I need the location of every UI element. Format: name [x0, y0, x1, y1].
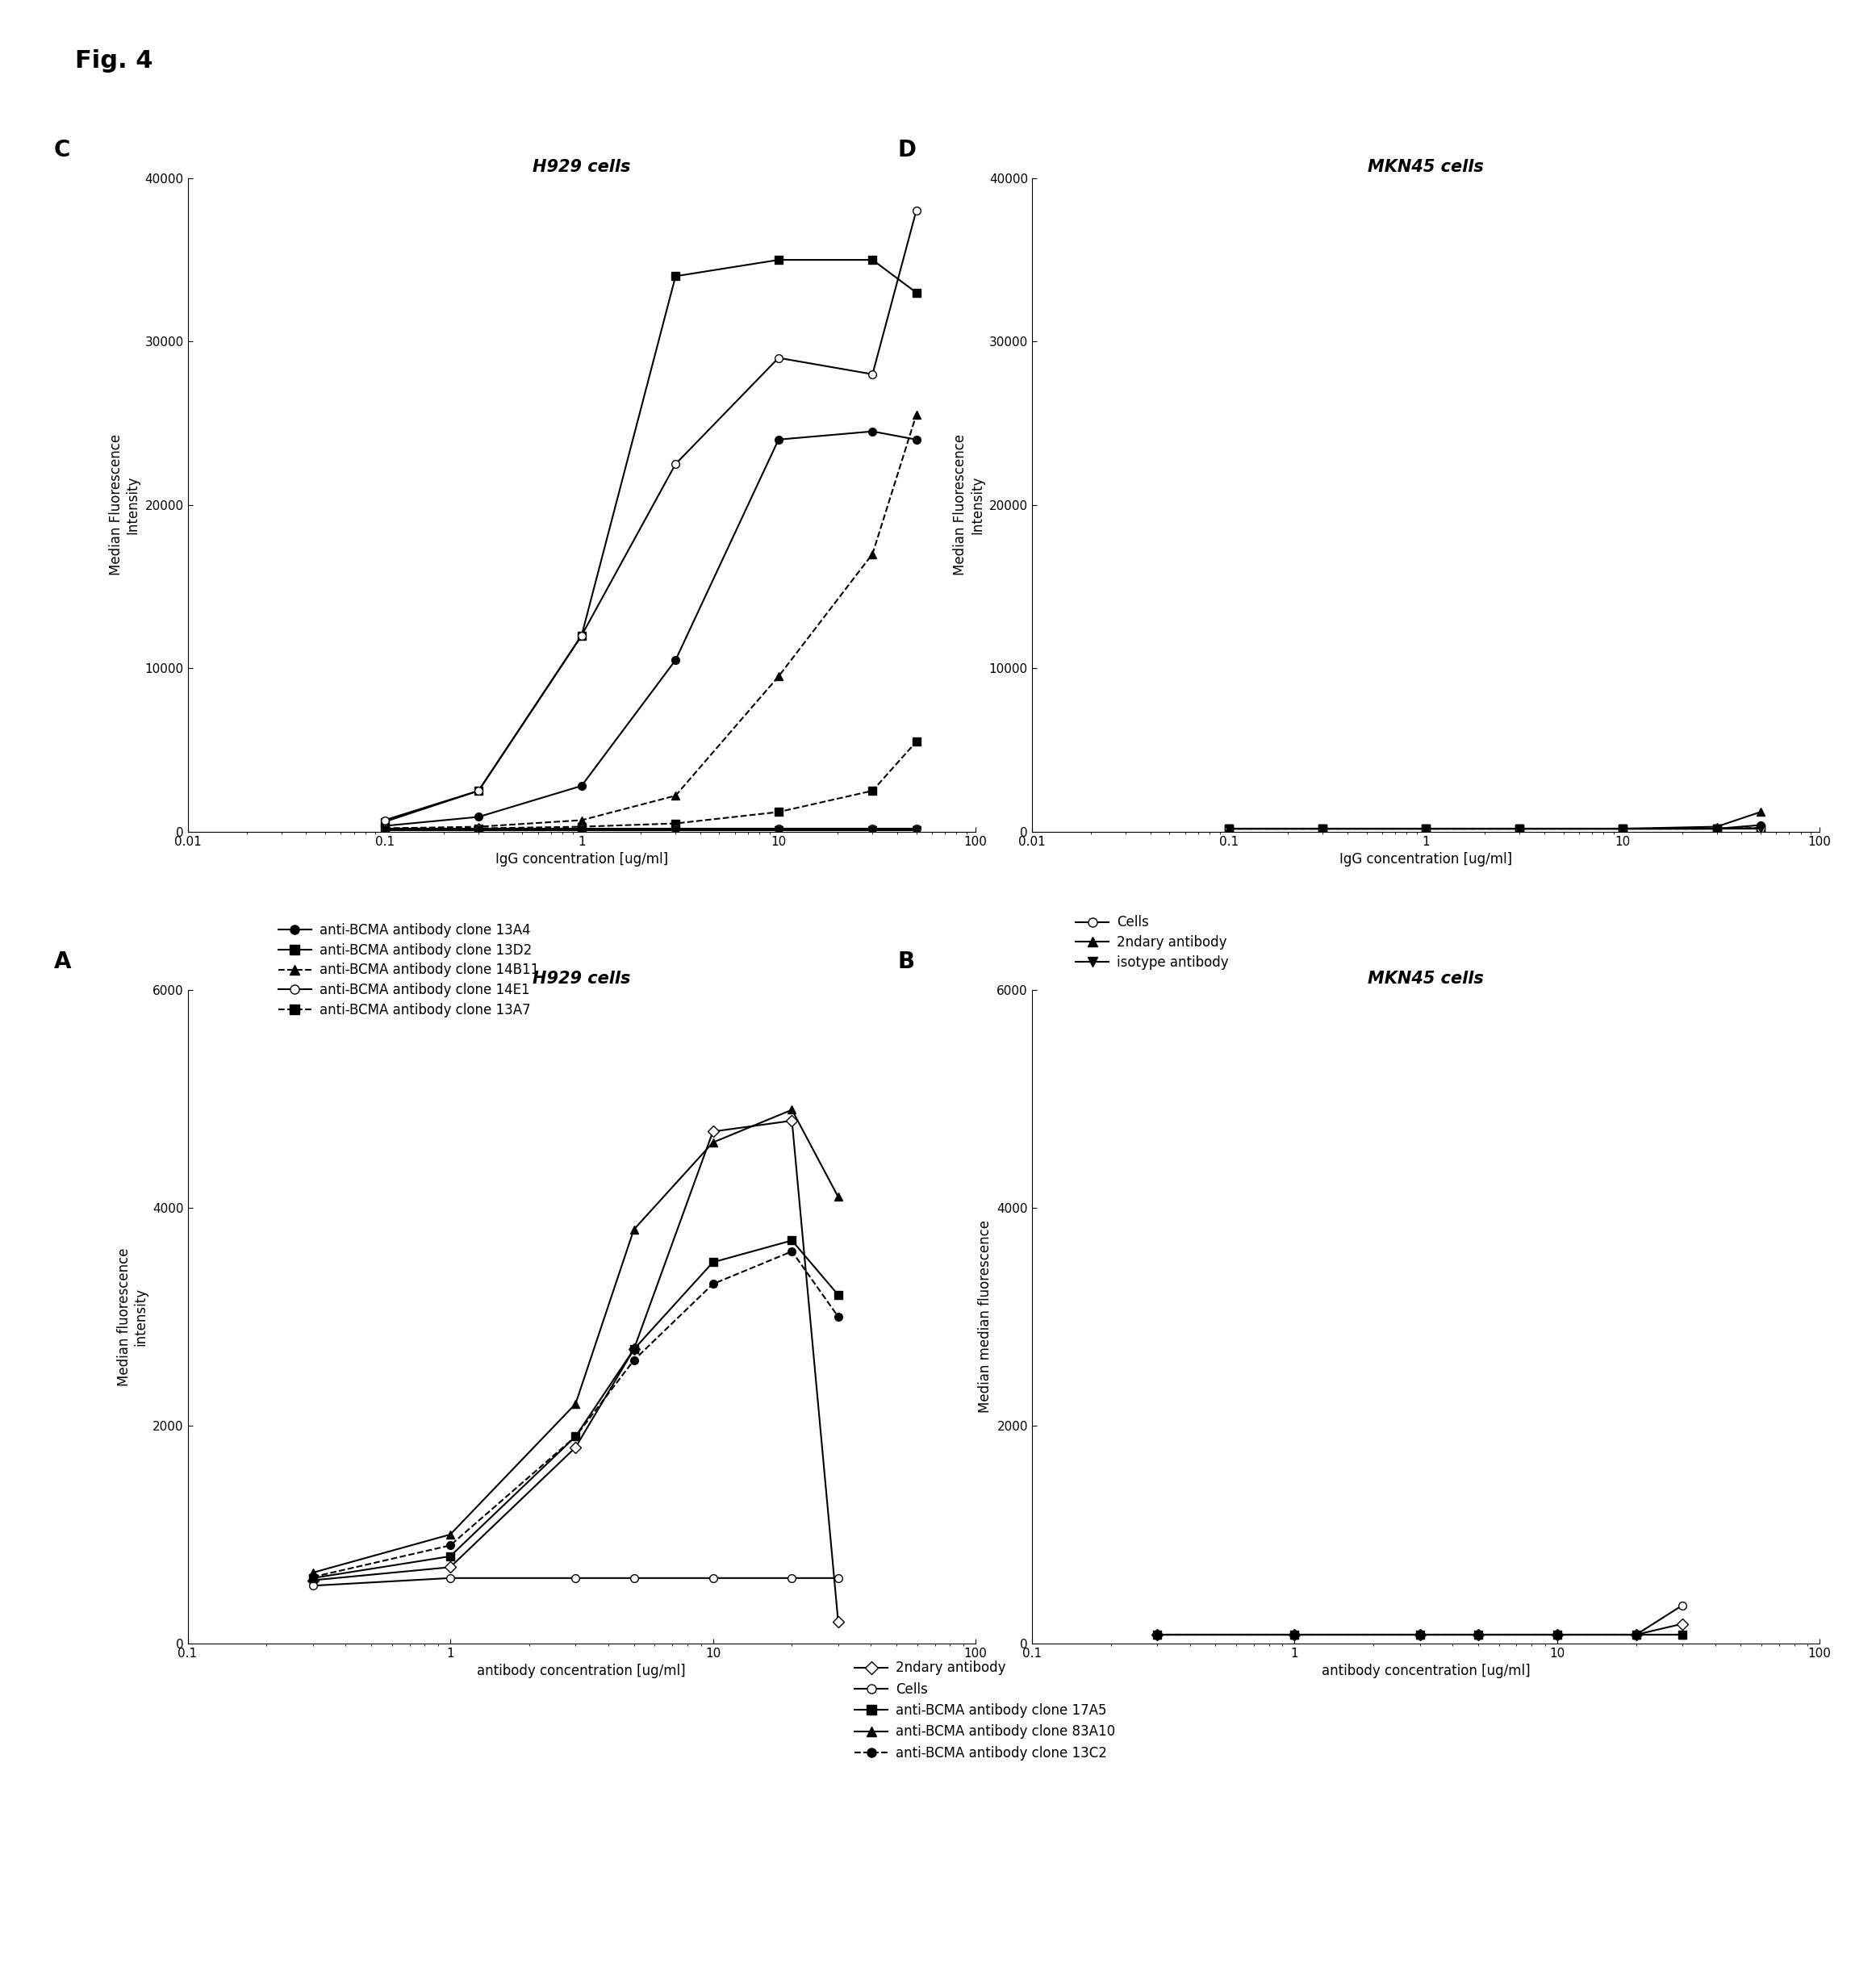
Y-axis label: Median Fluorescence
Intensity: Median Fluorescence Intensity: [953, 434, 985, 576]
X-axis label: IgG concentration [ug/ml]: IgG concentration [ug/ml]: [495, 851, 668, 867]
Text: A: A: [54, 950, 71, 974]
Text: Fig. 4: Fig. 4: [75, 50, 154, 73]
X-axis label: antibody concentration [ug/ml]: antibody concentration [ug/ml]: [1321, 1663, 1531, 1679]
X-axis label: IgG concentration [ug/ml]: IgG concentration [ug/ml]: [1339, 851, 1512, 867]
Title: MKN45 cells: MKN45 cells: [1368, 158, 1484, 174]
Legend: 2ndary antibody, Cells, anti-BCMA antibody clone 17A5, anti-BCMA antibody clone : 2ndary antibody, Cells, anti-BCMA antibo…: [850, 1657, 1120, 1764]
X-axis label: antibody concentration [ug/ml]: antibody concentration [ug/ml]: [477, 1663, 687, 1679]
Text: C: C: [54, 139, 69, 162]
Text: D: D: [899, 139, 915, 162]
Title: MKN45 cells: MKN45 cells: [1368, 970, 1484, 986]
Legend: Cells, 2ndary antibody, isotype antibody: Cells, 2ndary antibody, isotype antibody: [1071, 911, 1233, 974]
Y-axis label: Median median fluorescence: Median median fluorescence: [977, 1220, 992, 1414]
Y-axis label: Median Fluorescence
Intensity: Median Fluorescence Intensity: [109, 434, 141, 576]
Title: H929 cells: H929 cells: [533, 158, 630, 174]
Y-axis label: Median fluorescence
intensity: Median fluorescence intensity: [116, 1247, 148, 1386]
Title: H929 cells: H929 cells: [533, 970, 630, 986]
Text: B: B: [899, 950, 915, 974]
